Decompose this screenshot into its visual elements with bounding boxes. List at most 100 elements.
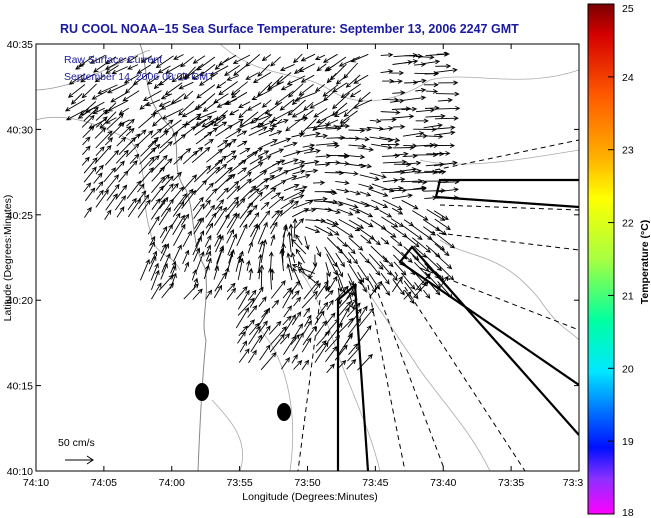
current-vector xyxy=(359,278,367,293)
current-vector xyxy=(214,247,224,271)
current-vector xyxy=(268,130,283,137)
current-vector xyxy=(230,81,248,96)
current-vector xyxy=(237,167,248,175)
current-vector xyxy=(303,159,320,165)
current-vector xyxy=(148,255,157,272)
current-vector xyxy=(93,172,103,184)
current-vector xyxy=(226,75,240,81)
current-vector xyxy=(346,302,361,318)
current-vector xyxy=(413,185,427,191)
current-vector xyxy=(261,54,272,62)
current-vector xyxy=(280,200,295,210)
current-vector xyxy=(337,317,354,334)
current-vector xyxy=(150,250,157,264)
current-vector xyxy=(423,226,436,236)
current-vector xyxy=(425,255,443,272)
current-vector xyxy=(292,311,302,326)
current-vector xyxy=(325,125,342,131)
current-vector xyxy=(114,160,125,172)
current-vector xyxy=(215,234,224,253)
current-vector xyxy=(83,106,99,122)
current-vector xyxy=(324,190,338,196)
current-vector xyxy=(193,217,205,235)
current-vector xyxy=(390,70,405,76)
current-vector xyxy=(139,101,149,110)
current-vector xyxy=(257,253,263,274)
current-vector xyxy=(82,125,95,138)
current-vector xyxy=(300,53,316,62)
current-vector xyxy=(348,252,359,265)
current-vector xyxy=(314,280,329,300)
current-vector xyxy=(413,152,439,158)
current-vector xyxy=(161,108,184,120)
current-vector xyxy=(91,90,108,100)
current-vector xyxy=(111,66,128,75)
current-vector xyxy=(369,172,387,179)
current-vector xyxy=(309,98,328,109)
current-vector xyxy=(140,139,157,157)
current-vector xyxy=(85,101,105,113)
current-vector xyxy=(297,268,316,283)
current-vector xyxy=(326,299,334,311)
current-vector xyxy=(214,199,225,211)
current-vector xyxy=(81,114,95,128)
current-vectors xyxy=(64,51,461,374)
current-vector xyxy=(171,72,185,83)
current-vector xyxy=(77,107,94,119)
current-vector xyxy=(178,100,195,116)
current-vector xyxy=(110,91,128,103)
current-vector xyxy=(269,167,284,175)
current-vector xyxy=(158,141,173,154)
current-vector xyxy=(290,251,296,263)
current-vector xyxy=(237,289,250,310)
current-vector xyxy=(205,244,211,256)
current-vector xyxy=(283,314,296,335)
current-vector xyxy=(83,157,98,174)
current-vector xyxy=(160,262,168,280)
current-vector xyxy=(436,150,451,156)
current-vector xyxy=(172,214,185,236)
current-vector xyxy=(129,153,140,165)
current-vector xyxy=(136,64,152,74)
current-vector xyxy=(116,136,127,147)
current-vector xyxy=(258,210,271,226)
current-vector xyxy=(258,320,268,334)
current-vector xyxy=(257,155,272,163)
current-vector xyxy=(205,114,227,129)
current-vector xyxy=(336,123,350,129)
buoy-marker xyxy=(277,403,291,421)
current-vector xyxy=(213,206,227,227)
current-vector xyxy=(157,65,171,74)
current-vector xyxy=(337,153,350,159)
current-vector xyxy=(381,216,399,228)
current-vector xyxy=(159,130,169,139)
current-vector xyxy=(301,290,318,309)
current-vector xyxy=(312,180,326,186)
current-vector xyxy=(97,84,118,95)
current-vector xyxy=(292,267,304,290)
current-vector xyxy=(357,271,365,284)
current-vector xyxy=(173,133,187,145)
plot-background xyxy=(36,44,579,471)
current-vector xyxy=(291,194,305,200)
current-vector xyxy=(248,325,261,345)
current-vector xyxy=(393,162,412,167)
current-vector xyxy=(303,280,320,300)
current-vector xyxy=(150,128,163,139)
colorbar-tick-label: 21 xyxy=(622,290,634,302)
current-vector xyxy=(270,56,281,67)
current-vector xyxy=(180,147,192,157)
current-vector xyxy=(316,63,327,72)
current-vector xyxy=(75,63,85,70)
current-vector xyxy=(258,128,275,136)
current-vector xyxy=(103,167,117,182)
current-vector xyxy=(82,136,91,146)
current-vector xyxy=(258,184,270,193)
current-vector xyxy=(433,160,458,167)
current-vector xyxy=(291,132,305,138)
y-tick-label: 40:10 xyxy=(7,466,33,478)
current-vector xyxy=(191,71,205,80)
current-vector xyxy=(415,107,436,113)
current-vector xyxy=(359,126,372,132)
current-vector xyxy=(348,343,359,355)
